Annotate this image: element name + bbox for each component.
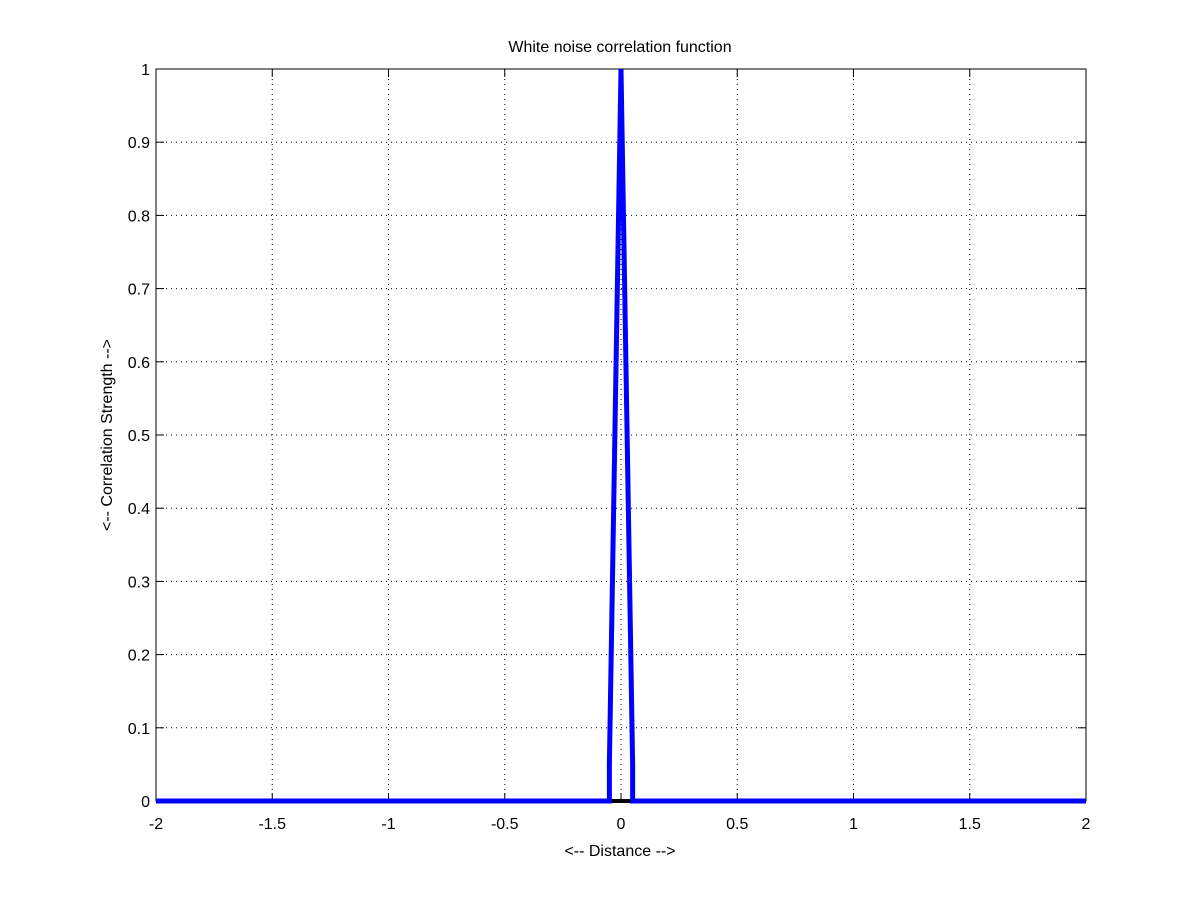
y-tick-label: 0.2: [128, 648, 150, 665]
x-tick-label: -0.5: [491, 816, 519, 833]
y-tick-label: 0.3: [128, 574, 150, 591]
y-tick-label: 0.6: [128, 355, 150, 372]
x-tick-label: 1: [849, 816, 858, 833]
y-tick-label: 1: [141, 62, 150, 79]
x-tick-label: 0.5: [726, 816, 748, 833]
x-tick-label: 1.5: [959, 816, 981, 833]
x-tick-label: -2: [149, 816, 163, 833]
chart-title: White noise correlation function: [508, 39, 731, 56]
ticks: -2 -1.5 -1 -0.5 0 0.5 1 1.5 2 0 0.1 0.2 0.3 0.4 0.5 0.6…: [128, 62, 1091, 833]
y-tick-label: 0: [141, 794, 150, 811]
y-tick-label: 0.9: [128, 135, 150, 152]
x-tick-label: 2: [1082, 816, 1091, 833]
x-tick-label: -1.5: [258, 816, 286, 833]
x-tick-label: 0: [617, 816, 626, 833]
x-tick-label: -1: [381, 816, 395, 833]
y-tick-label: 0.8: [128, 208, 150, 225]
y-tick-label: 0.4: [128, 501, 150, 518]
y-tick-label: 0.5: [128, 428, 150, 445]
y-tick-label: 0.7: [128, 282, 150, 299]
y-tick-label: 0.1: [128, 721, 150, 738]
x-axis-label: <-- Distance -->: [564, 843, 675, 860]
series-line: [156, 68, 1086, 804]
series-layer: [156, 68, 1086, 804]
y-axis-label: <-- Correlation Strength -->: [99, 339, 116, 531]
